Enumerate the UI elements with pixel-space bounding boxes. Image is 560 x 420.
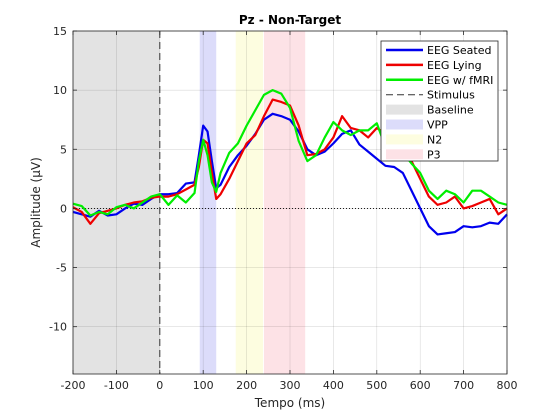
chart-title: Pz - Non-Target <box>239 13 342 27</box>
legend-label: N2 <box>427 133 442 146</box>
y-tick-label: 10 <box>53 84 67 97</box>
legend-swatch <box>386 149 423 160</box>
x-axis-title: Tempo (ms) <box>254 396 325 410</box>
axes <box>72 30 508 375</box>
legend-label: EEG Lying <box>427 59 482 72</box>
y-tick-label: 15 <box>53 25 67 38</box>
x-tick-label: 100 <box>193 379 214 392</box>
data-series <box>72 89 508 236</box>
x-tick-label: -100 <box>104 379 129 392</box>
y-axis-title: Amplitude (μV) <box>29 157 43 248</box>
x-tick-label: 500 <box>366 379 387 392</box>
y-tick-label: -5 <box>56 262 67 275</box>
x-tick-label: 400 <box>323 379 344 392</box>
legend-label: P3 <box>427 148 441 161</box>
legend-swatch <box>386 134 423 145</box>
x-tick-label: -200 <box>61 379 86 392</box>
tick-labels: -200 -100 0 100 200 300 400 500 600 700 800 -10 -5 0 5… <box>49 25 517 392</box>
x-tick-label: 0 <box>156 379 163 392</box>
series-line-eeg-seated <box>72 112 508 236</box>
region-n2 <box>235 31 264 374</box>
y-tick-label: -10 <box>49 321 67 334</box>
region-p3 <box>263 31 306 374</box>
legend-label: Stimulus <box>427 89 475 102</box>
legend-label: Baseline <box>427 104 474 117</box>
legend-label: EEG Seated <box>427 44 491 57</box>
legend-label: VPP <box>427 119 448 132</box>
x-tick-label: 300 <box>280 379 301 392</box>
region-vpp <box>199 31 217 374</box>
legend-swatch <box>386 104 423 115</box>
reference-lines <box>73 31 507 374</box>
y-tick-label: 5 <box>60 143 67 156</box>
x-tick-label: 600 <box>410 379 431 392</box>
legend: EEG Seated EEG Lying EEG w/ fMRI Stimulus Ba… <box>380 40 499 162</box>
x-tick-label: 200 <box>236 379 257 392</box>
series-line-eeg-w-fmri <box>72 89 508 217</box>
x-tick-label: 800 <box>497 379 518 392</box>
legend-swatch <box>386 119 423 130</box>
y-tick-label: 0 <box>60 202 67 215</box>
x-tick-label: 700 <box>453 379 474 392</box>
legend-label: EEG w/ fMRI <box>427 74 493 87</box>
